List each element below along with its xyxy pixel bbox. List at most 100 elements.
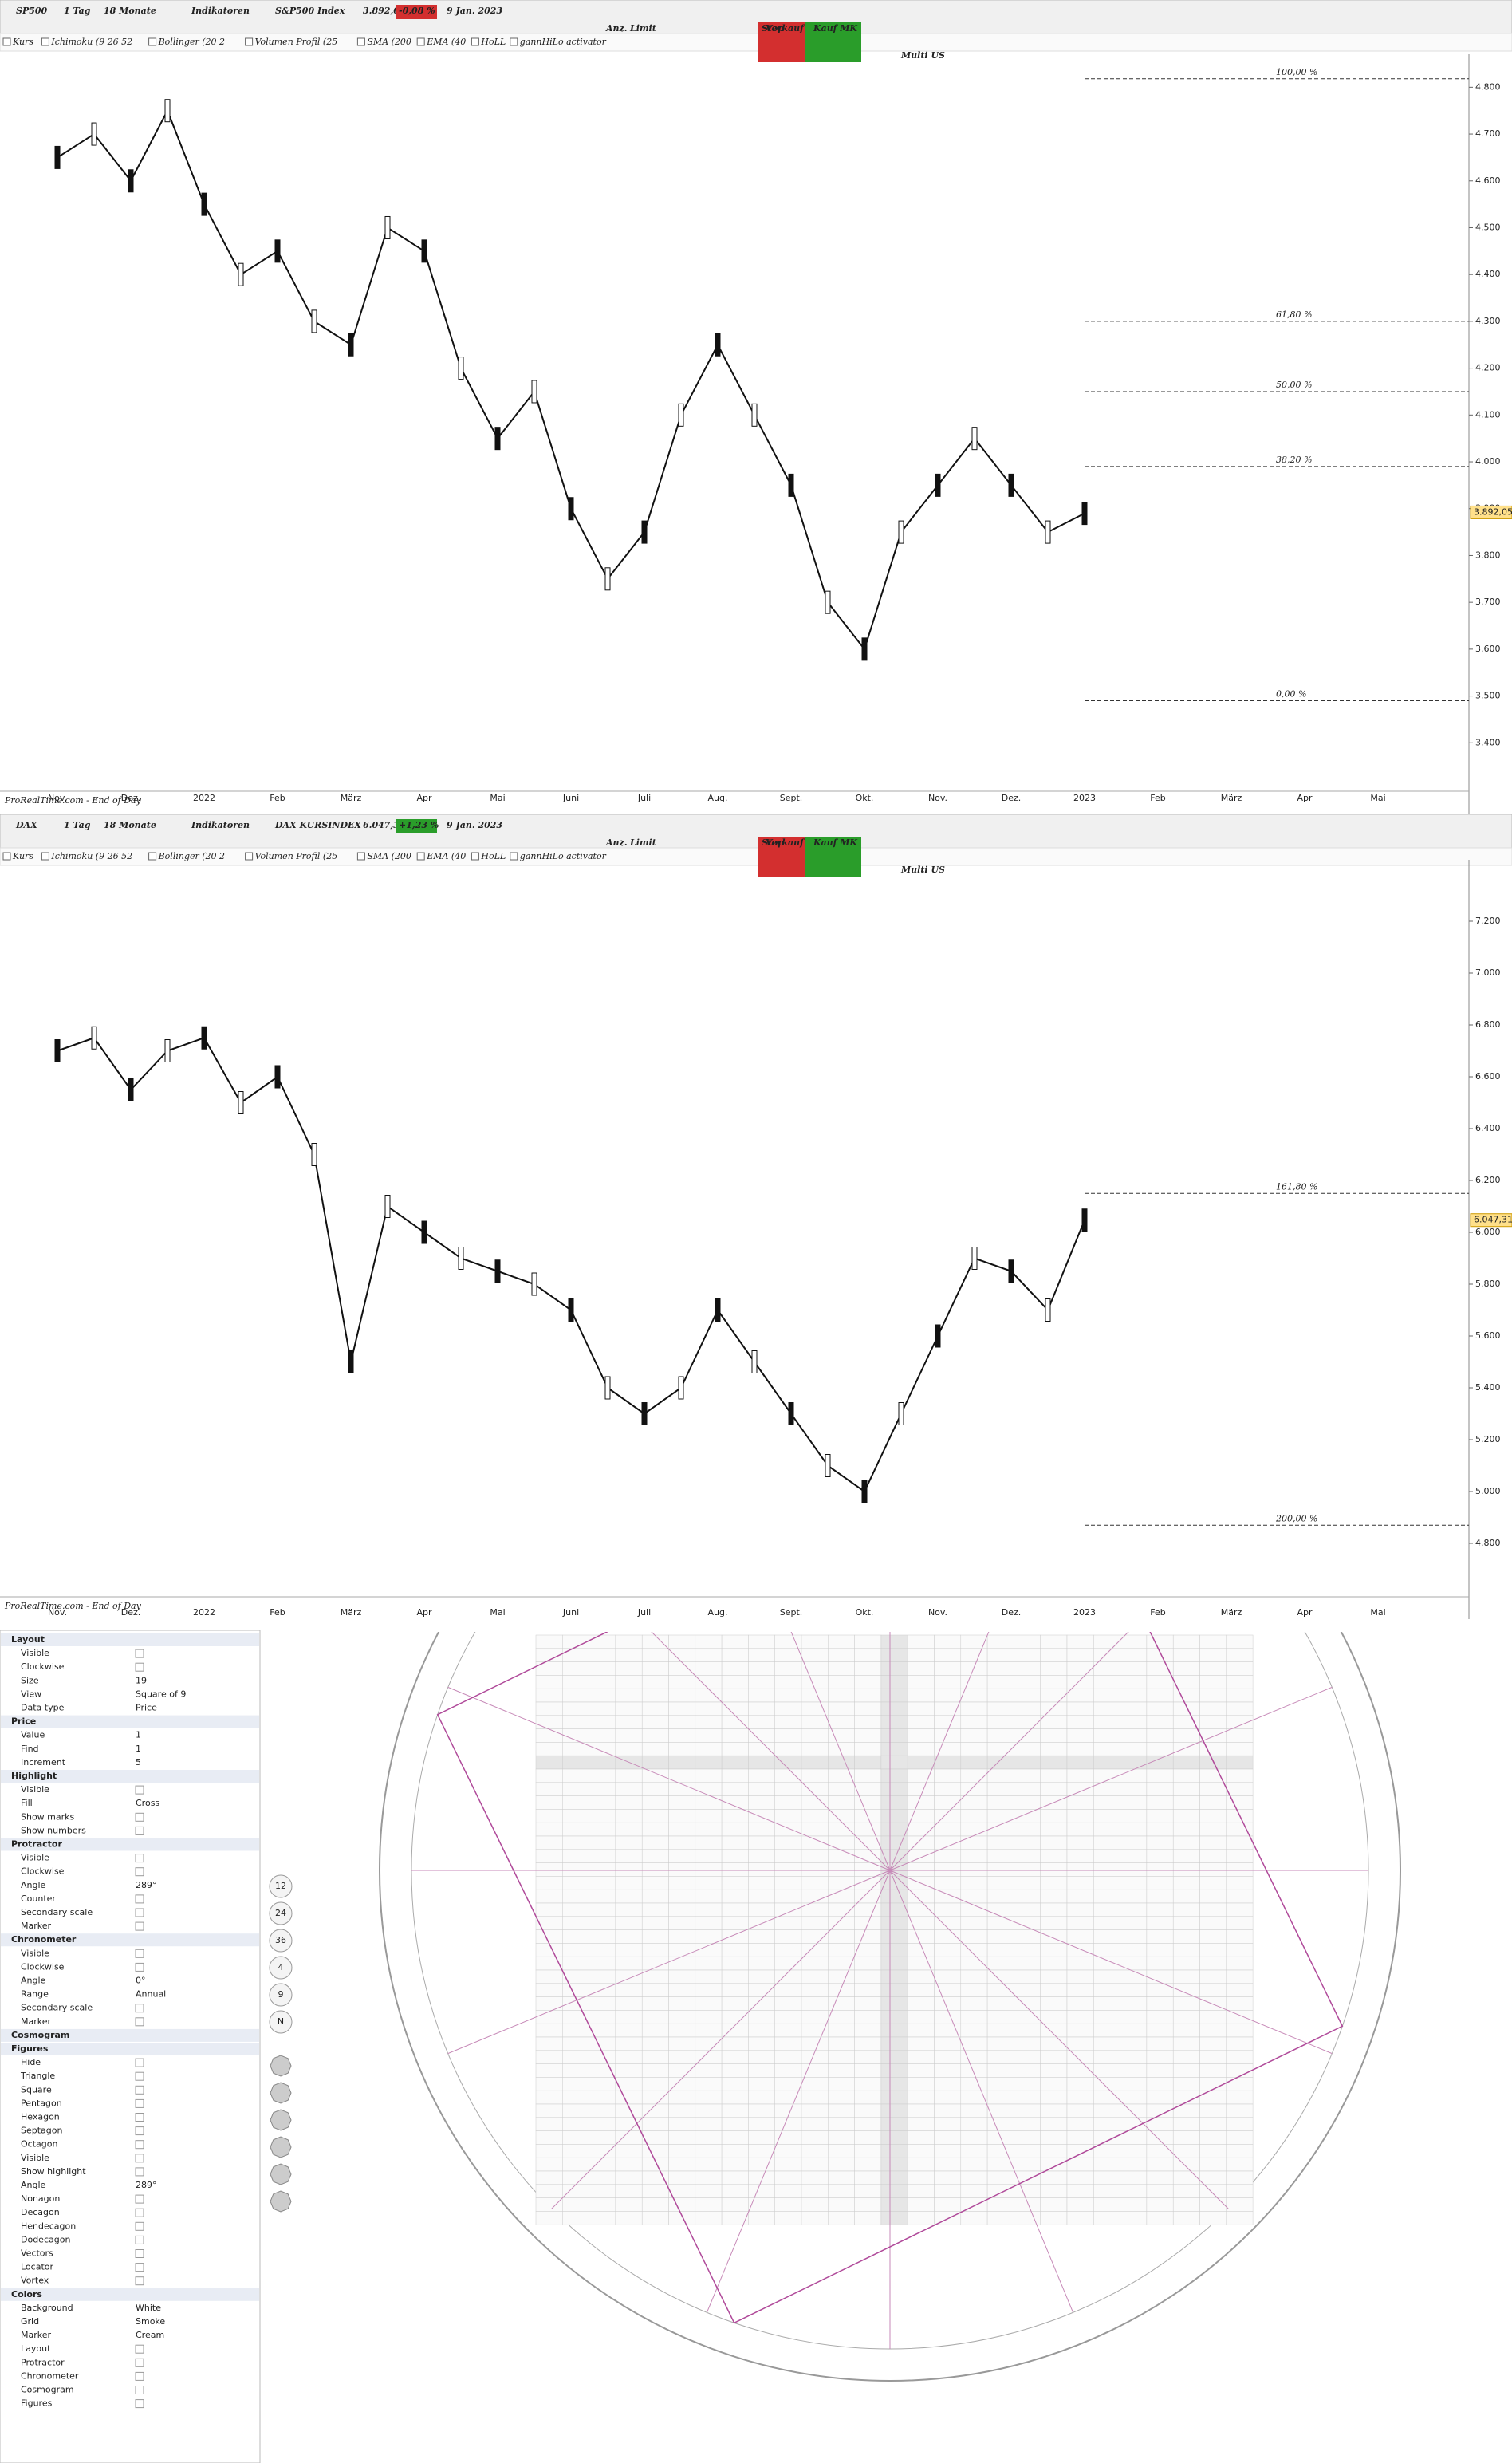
setting-label[interactable]: Value [21,1730,45,1740]
toolbar-text[interactable]: SP500 [16,6,48,16]
indicator[interactable]: SMA (200 [367,37,411,47]
checkbox[interactable] [356,37,365,46]
toolbar-text[interactable]: DAX [15,820,37,830]
setting-label[interactable]: Angle [21,2180,46,2190]
setting-value[interactable]: Price [136,1703,157,1713]
setting-label[interactable]: Show highlight [21,2166,86,2177]
checkbox[interactable] [135,2154,144,2163]
checkbox[interactable] [135,2276,144,2286]
checkbox[interactable] [135,2017,144,2027]
setting-label[interactable]: Vectors [21,2248,53,2259]
setting-label[interactable]: Counter [21,1894,56,1904]
setting-label[interactable]: Figures [21,2398,53,2409]
toolbar-text[interactable]: 1 Tag [64,820,91,830]
setting-label[interactable]: Find [21,1744,39,1754]
checkbox[interactable] [416,37,425,46]
checkbox[interactable] [135,1649,144,1658]
checkbox[interactable] [135,1785,144,1795]
indicator[interactable]: gannHiLo activator [520,851,607,861]
side-button[interactable] [269,1874,293,1898]
checkbox[interactable] [135,1867,144,1877]
figure-button[interactable] [270,2055,292,2077]
checkbox[interactable] [135,1908,144,1917]
side-button[interactable] [269,2010,293,2034]
setting-value[interactable]: Annual [136,1989,166,2000]
setting-label[interactable]: Marker [21,2016,51,2027]
setting-value[interactable]: Cross [136,1798,159,1808]
toolbar-text[interactable]: Multi US [900,865,945,875]
checkbox[interactable] [135,2399,144,2409]
setting-label[interactable]: Secondary scale [21,1907,93,1917]
setting-label[interactable]: Hexagon [21,2112,60,2122]
checkbox[interactable] [135,2249,144,2258]
toolbar-text[interactable]: Indikatoren [191,820,250,830]
figure-button[interactable] [270,2163,292,2185]
indicator[interactable]: Bollinger (20 2 [158,851,225,861]
setting-label[interactable]: Show marks [21,1811,75,1822]
checkbox[interactable] [135,1894,144,1904]
toolbar-text[interactable]: 18 Monate [104,6,156,16]
checkbox[interactable] [135,1854,144,1863]
checkbox[interactable] [41,37,49,46]
section-title[interactable]: Protractor [11,1839,62,1850]
buy-button[interactable] [805,22,861,62]
side-button-label[interactable]: 9 [278,1989,284,2000]
checkbox[interactable] [135,2221,144,2231]
setting-label[interactable]: Chronometer [21,2370,79,2381]
setting-label[interactable]: Angle [21,1976,46,1986]
setting-label[interactable]: Decagon [21,2207,60,2217]
setting-value[interactable]: 19 [136,1675,147,1685]
indicator[interactable]: Kurs [12,37,33,47]
toolbar-text[interactable]: Stop [762,23,784,33]
setting-label[interactable]: Pentagon [21,2098,62,2108]
indicator[interactable]: Bollinger (20 2 [158,37,225,47]
setting-label[interactable]: Grid [21,2316,39,2327]
section-title[interactable]: Chronometer [11,1934,77,1945]
checkbox[interactable] [135,1812,144,1822]
setting-label[interactable]: Triangle [20,2071,55,2081]
checkbox[interactable] [135,2085,144,2095]
setting-label[interactable]: Marker [21,2330,51,2340]
checkbox[interactable] [135,2140,144,2150]
setting-label[interactable]: Hide [21,2057,41,2067]
setting-value[interactable]: 1 [136,1744,141,1754]
indicator[interactable]: Volumen Profil (25 [255,37,338,47]
checkbox[interactable] [135,2167,144,2177]
checkbox[interactable] [135,2194,144,2204]
setting-value[interactable]: White [136,2303,161,2313]
indicator[interactable]: gannHiLo activator [520,37,607,47]
section-title[interactable]: Highlight [11,1771,57,1781]
setting-label[interactable]: Size [21,1675,39,1685]
indicator[interactable]: HoLL [480,851,506,861]
sell-button[interactable] [758,22,813,62]
indicator[interactable]: Ichimoku (9 26 52 [50,37,132,47]
toolbar-text[interactable]: 1 Tag [64,6,91,16]
side-button[interactable] [269,1956,293,1980]
checkbox[interactable] [148,852,157,861]
checkbox[interactable] [135,2263,144,2272]
checkbox[interactable] [356,852,365,861]
setting-label[interactable]: Protractor [21,2357,65,2367]
setting-value[interactable]: 289° [136,2180,157,2190]
checkbox[interactable] [135,1826,144,1835]
setting-value[interactable]: Square of 9 [136,1689,186,1699]
setting-label[interactable]: Clockwise [21,1961,65,1972]
checkbox[interactable] [2,37,11,46]
side-button[interactable] [269,1983,293,2007]
setting-value[interactable]: Smoke [136,2316,165,2327]
indicator[interactable]: EMA (40 [426,851,466,861]
setting-label[interactable]: Increment [21,1757,66,1767]
toolbar-text[interactable]: Stop [762,837,784,848]
checkbox[interactable] [135,1921,144,1931]
checkbox[interactable] [135,2126,144,2136]
checkbox[interactable] [471,37,479,46]
checkbox[interactable] [416,852,425,861]
section-title[interactable]: Price [11,1716,36,1727]
setting-label[interactable]: View [21,1689,41,1699]
side-button-label[interactable]: 36 [275,1935,286,1945]
checkbox[interactable] [135,2113,144,2122]
setting-label[interactable]: Cosmogram [21,2385,74,2395]
checkbox[interactable] [135,2058,144,2067]
checkbox[interactable] [135,1962,144,1972]
figure-button[interactable] [270,2109,292,2131]
